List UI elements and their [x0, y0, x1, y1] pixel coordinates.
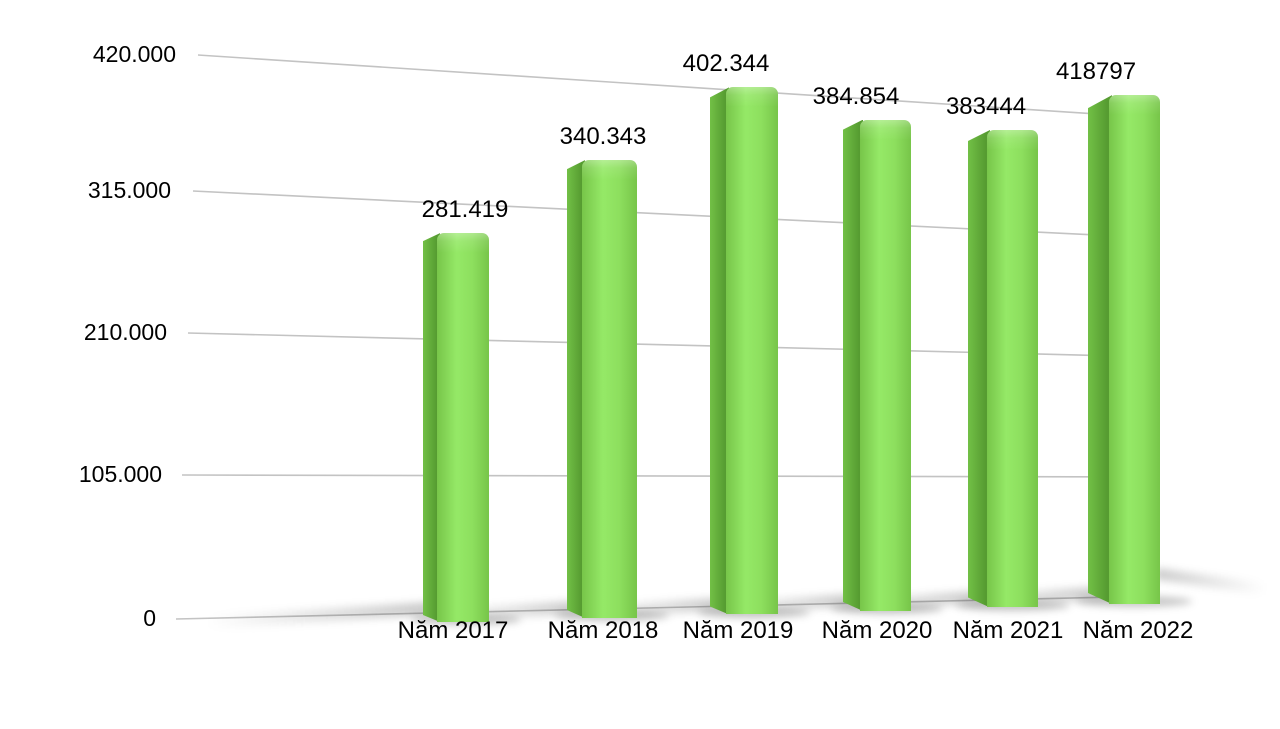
bar-Năm 2018: [567, 160, 637, 618]
bar-Năm 2022: [1088, 95, 1160, 604]
bar-front-face: [726, 87, 778, 615]
value-label: 383444: [945, 92, 1027, 120]
bar-front-face: [437, 233, 489, 622]
bar-side-face: [968, 130, 990, 607]
value-label: 402.344: [682, 50, 770, 78]
y-tick-label: 210.000: [83, 319, 167, 345]
gridline-420.000: [197, 54, 1159, 119]
x-axis-label: Năm 2019: [682, 616, 794, 644]
bar-Năm 2020: [843, 119, 911, 611]
value-label: 281.419: [421, 195, 509, 223]
x-axis-label: Năm 2018: [547, 616, 659, 644]
bar-front-face: [1109, 95, 1160, 604]
value-label: 418797: [1055, 57, 1137, 85]
bar-Năm 2017: [423, 233, 489, 622]
y-tick-label: 420.000: [92, 41, 176, 67]
x-axis-label: Năm 2022: [1082, 616, 1194, 644]
value-label: 340.343: [559, 122, 647, 150]
x-axis-label: Năm 2020: [821, 616, 933, 644]
bar-side-face: [423, 233, 440, 622]
bar-side-face: [710, 87, 729, 614]
bar-Năm 2021: [968, 130, 1038, 608]
bar-front-face: [987, 130, 1038, 608]
x-axis-label: Năm 2021: [952, 616, 1064, 644]
bar-side-face: [567, 160, 585, 618]
bar-side-face: [843, 120, 863, 611]
y-tick-label: 315.000: [87, 177, 171, 203]
bar-side-face: [1088, 95, 1112, 604]
bar-front-face: [582, 160, 637, 618]
bar-Năm 2019: [710, 87, 778, 615]
y-tick-label: 0: [143, 605, 156, 631]
value-label: 384.854: [812, 82, 900, 110]
bar-front-face: [860, 119, 911, 611]
y-tick-label: 105.000: [78, 461, 162, 487]
x-axis-label: Năm 2017: [397, 616, 509, 644]
